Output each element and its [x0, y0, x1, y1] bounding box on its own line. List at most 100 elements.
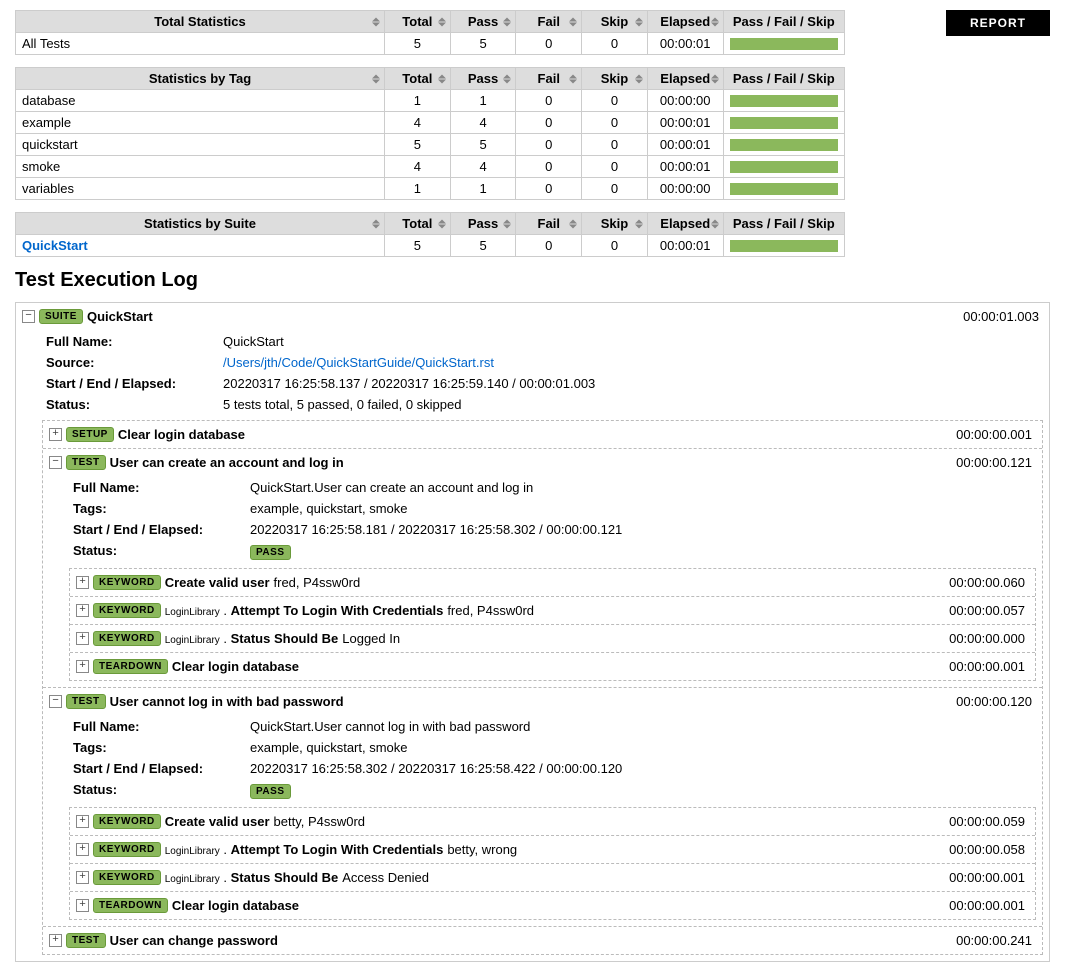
expander-icon[interactable]: +: [49, 428, 62, 441]
meta-value: example, quickstart, smoke: [250, 499, 622, 518]
expander-icon[interactable]: +: [76, 815, 89, 828]
stat-fail: 0: [516, 33, 582, 55]
test-name[interactable]: User cannot log in with bad password: [110, 694, 344, 709]
type-badge: TEARDOWN: [93, 898, 168, 913]
source-link[interactable]: /Users/jth/Code/QuickStartGuide/QuickSta…: [223, 355, 494, 370]
teardown-row: + TEARDOWN Clear login database 00:00:00.…: [70, 652, 1035, 680]
teardown-name[interactable]: Clear login database: [172, 898, 299, 913]
expander-icon[interactable]: +: [76, 899, 89, 912]
stat-fail: 0: [516, 134, 582, 156]
expander-icon[interactable]: −: [49, 456, 62, 469]
stat-elapsed: 00:00:00: [647, 178, 723, 200]
type-badge: KEYWORD: [93, 814, 161, 829]
meta-label: Status:: [73, 541, 248, 562]
type-badge: KEYWORD: [93, 842, 161, 857]
stat-elapsed: 00:00:01: [647, 33, 723, 55]
keyword-library: LoginLibrary: [165, 846, 220, 857]
keyword-elapsed: 00:00:00.001: [949, 870, 1029, 885]
sort-icon[interactable]: [372, 219, 380, 228]
col-total[interactable]: Total: [385, 68, 451, 90]
stat-fail: 0: [516, 178, 582, 200]
sort-icon[interactable]: [635, 17, 643, 26]
sort-icon[interactable]: [569, 74, 577, 83]
report-button[interactable]: REPORT: [946, 10, 1050, 36]
stat-skip: 0: [582, 134, 648, 156]
col-name[interactable]: Statistics by Tag: [16, 68, 385, 90]
col-fail[interactable]: Fail: [516, 11, 582, 33]
sort-icon[interactable]: [635, 74, 643, 83]
sort-icon[interactable]: [438, 17, 446, 26]
status-badge: PASS: [250, 784, 291, 799]
col-skip[interactable]: Skip: [582, 213, 648, 235]
sort-icon[interactable]: [438, 74, 446, 83]
keyword-name[interactable]: LoginLibrary . Attempt To Login With Cre…: [165, 603, 444, 618]
keyword-name[interactable]: LoginLibrary . Status Should Be: [165, 870, 339, 885]
sort-icon[interactable]: [569, 17, 577, 26]
expander-icon[interactable]: +: [76, 632, 89, 645]
type-badge: TEARDOWN: [93, 659, 168, 674]
keyword-name[interactable]: LoginLibrary . Status Should Be: [165, 631, 339, 646]
sort-icon[interactable]: [711, 219, 719, 228]
teardown-elapsed: 00:00:00.001: [949, 659, 1029, 674]
test-elapsed: 00:00:00.241: [956, 933, 1036, 948]
stats-row: quickstart550000:00:01: [16, 134, 845, 156]
keyword-name[interactable]: Create valid user: [165, 575, 270, 590]
test-elapsed: 00:00:00.121: [956, 455, 1036, 470]
setup-name[interactable]: Clear login database: [118, 427, 245, 442]
col-name[interactable]: Total Statistics: [16, 11, 385, 33]
col-fail[interactable]: Fail: [516, 213, 582, 235]
expander-icon[interactable]: +: [49, 934, 62, 947]
suite-link[interactable]: QuickStart: [22, 238, 88, 253]
expander-icon[interactable]: +: [76, 576, 89, 589]
col-skip[interactable]: Skip: [582, 68, 648, 90]
sort-icon[interactable]: [711, 17, 719, 26]
sort-icon[interactable]: [438, 219, 446, 228]
keyword-name[interactable]: LoginLibrary . Attempt To Login With Cre…: [165, 842, 444, 857]
expander-icon[interactable]: −: [49, 695, 62, 708]
expander-icon[interactable]: −: [22, 310, 35, 323]
sort-icon[interactable]: [503, 219, 511, 228]
sort-icon[interactable]: [503, 17, 511, 26]
sort-icon[interactable]: [569, 219, 577, 228]
col-pass[interactable]: Pass: [450, 11, 516, 33]
col-elapsed[interactable]: Elapsed: [647, 68, 723, 90]
stat-pass: 5: [450, 235, 516, 257]
type-badge: SETUP: [66, 427, 114, 442]
sort-icon[interactable]: [372, 17, 380, 26]
teardown-name[interactable]: Clear login database: [172, 659, 299, 674]
keyword-row: + KEYWORD LoginLibrary . Attempt To Logi…: [70, 596, 1035, 624]
col-skip[interactable]: Skip: [582, 11, 648, 33]
sort-icon[interactable]: [503, 74, 511, 83]
keyword-args: betty, wrong: [447, 842, 517, 857]
stat-bar: [723, 33, 844, 55]
meta-value: 20220317 16:25:58.302 / 20220317 16:25:5…: [250, 759, 622, 778]
meta-label: Full Name:: [73, 717, 248, 736]
test-name[interactable]: User can change password: [110, 933, 278, 948]
sort-icon[interactable]: [372, 74, 380, 83]
keyword-library: LoginLibrary: [165, 635, 220, 646]
keyword-row: + KEYWORD Create valid user fred, P4ssw0…: [70, 569, 1035, 596]
col-total[interactable]: Total: [385, 213, 451, 235]
test-name[interactable]: User can create an account and log in: [110, 455, 344, 470]
stat-skip: 0: [582, 112, 648, 134]
expander-icon[interactable]: +: [76, 604, 89, 617]
stat-total: 4: [385, 112, 451, 134]
sort-icon[interactable]: [635, 219, 643, 228]
col-fail[interactable]: Fail: [516, 68, 582, 90]
stat-pass: 1: [450, 90, 516, 112]
col-elapsed[interactable]: Elapsed: [647, 11, 723, 33]
keyword-library: LoginLibrary: [165, 874, 220, 885]
meta-value: 20220317 16:25:58.137 / 20220317 16:25:5…: [223, 374, 595, 393]
col-name[interactable]: Statistics by Suite: [16, 213, 385, 235]
suite-name[interactable]: QuickStart: [87, 309, 153, 324]
col-total[interactable]: Total: [385, 11, 451, 33]
col-pass[interactable]: Pass: [450, 68, 516, 90]
stat-pass: 5: [450, 33, 516, 55]
expander-icon[interactable]: +: [76, 843, 89, 856]
keyword-name[interactable]: Create valid user: [165, 814, 270, 829]
meta-label: Full Name:: [46, 332, 221, 351]
sort-icon[interactable]: [711, 74, 719, 83]
col-pass[interactable]: Pass: [450, 213, 516, 235]
expander-icon[interactable]: +: [76, 660, 89, 673]
col-elapsed[interactable]: Elapsed: [647, 213, 723, 235]
